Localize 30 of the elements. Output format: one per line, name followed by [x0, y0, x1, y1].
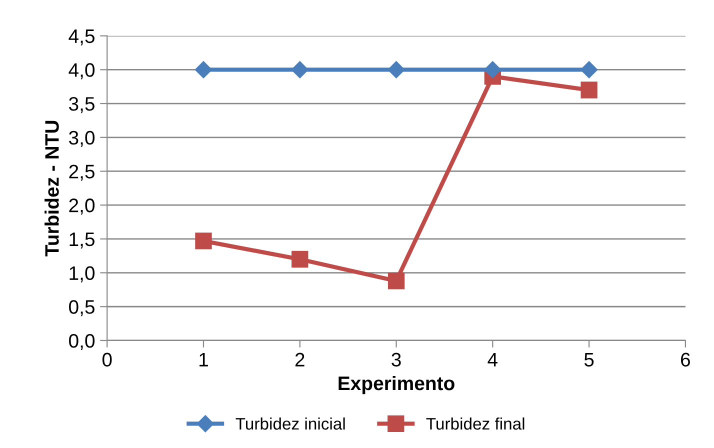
x-tick-label: 2 — [295, 352, 304, 366]
point — [194, 61, 212, 78]
point — [292, 250, 308, 268]
point — [195, 232, 212, 250]
y-axis-title: Turbidez - NTU — [44, 120, 59, 256]
x-tick-label: 1 — [200, 353, 208, 366]
x-tick-label: 6 — [681, 352, 690, 367]
point — [291, 61, 308, 78]
x-tick-label: 0 — [102, 352, 112, 367]
point — [580, 82, 598, 98]
y-tick-label: 0,0 — [69, 334, 95, 350]
point — [580, 61, 598, 78]
point — [484, 61, 502, 78]
point — [388, 272, 405, 290]
y-tick-label: 0,5 — [69, 300, 94, 316]
y-tick-label: 2,0 — [69, 198, 95, 215]
y-tick-label: 4,0 — [68, 63, 95, 80]
x-axis-title: Experimento — [338, 376, 454, 394]
legend-label: Turbidez inicial — [236, 417, 345, 430]
y-tick-label: 3,0 — [69, 130, 95, 147]
point — [388, 61, 405, 78]
x-tick-label: 4 — [488, 353, 498, 366]
x-tick-label: 3 — [392, 352, 401, 367]
y-tick-label: 2,5 — [69, 164, 94, 181]
y-tick-label: 1,0 — [70, 266, 95, 282]
x-tick-label: 5 — [584, 353, 594, 367]
y-tick-label: 4,5 — [68, 30, 94, 46]
y-tick-label: 3,5 — [69, 97, 94, 114]
y-tick-label: 1,5 — [70, 232, 94, 248]
legend-label: Turbidez final — [426, 417, 524, 430]
